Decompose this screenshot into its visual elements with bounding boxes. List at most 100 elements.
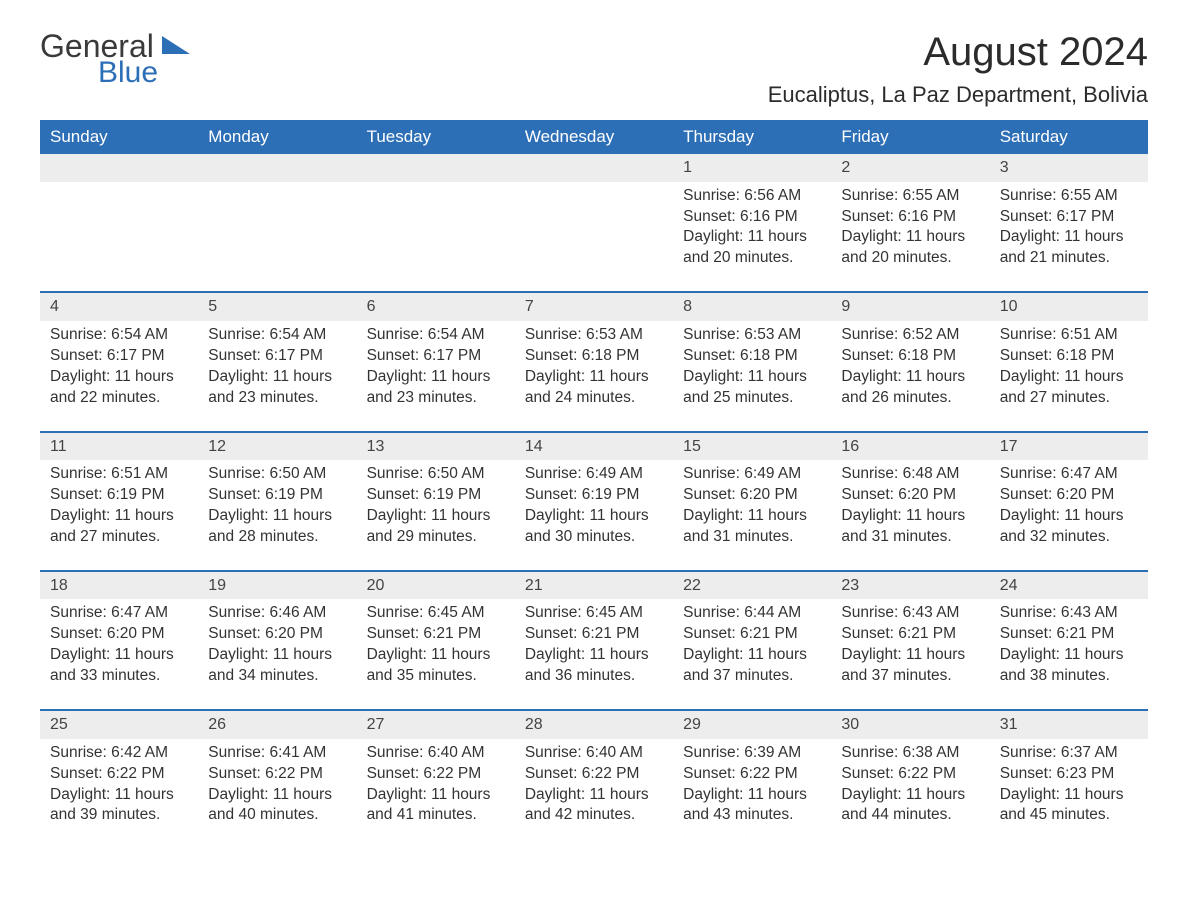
sunset-line: Sunset: 6:17 PM xyxy=(50,346,188,367)
day-content-cell: Sunrise: 6:45 AMSunset: 6:21 PMDaylight:… xyxy=(357,599,515,710)
day-number-cell: 18 xyxy=(40,571,198,600)
day-content-cell: Sunrise: 6:50 AMSunset: 6:19 PMDaylight:… xyxy=(198,460,356,571)
sunset-line: Sunset: 6:23 PM xyxy=(1000,764,1138,785)
daylight-line: Daylight: 11 hours and 34 minutes. xyxy=(208,645,346,687)
day-number: 28 xyxy=(525,716,543,733)
sunset-line: Sunset: 6:18 PM xyxy=(1000,346,1138,367)
daylight-line: Daylight: 11 hours and 29 minutes. xyxy=(367,506,505,548)
sunrise-line: Sunrise: 6:47 AM xyxy=(50,603,188,624)
sunset-line: Sunset: 6:21 PM xyxy=(525,624,663,645)
day-number-cell: 12 xyxy=(198,432,356,461)
day-number: 16 xyxy=(841,438,859,455)
day-number-cell: 10 xyxy=(990,292,1148,321)
day-number-cell: 30 xyxy=(831,710,989,739)
sunset-line: Sunset: 6:16 PM xyxy=(841,207,979,228)
day-number-row: 45678910 xyxy=(40,292,1148,321)
day-number-cell: 17 xyxy=(990,432,1148,461)
day-number: 18 xyxy=(50,577,68,594)
day-number: 1 xyxy=(683,159,692,176)
sunset-line: Sunset: 6:18 PM xyxy=(525,346,663,367)
day-number-cell: 9 xyxy=(831,292,989,321)
sunset-line: Sunset: 6:21 PM xyxy=(683,624,821,645)
title-block: August 2024 Eucaliptus, La Paz Departmen… xyxy=(768,30,1148,108)
day-number-cell: 14 xyxy=(515,432,673,461)
sunset-line: Sunset: 6:19 PM xyxy=(208,485,346,506)
daylight-line: Daylight: 11 hours and 28 minutes. xyxy=(208,506,346,548)
day-content-cell: Sunrise: 6:48 AMSunset: 6:20 PMDaylight:… xyxy=(831,460,989,571)
weekday-header: Monday xyxy=(198,120,356,154)
day-number: 19 xyxy=(208,577,226,594)
sunset-line: Sunset: 6:22 PM xyxy=(50,764,188,785)
sunrise-line: Sunrise: 6:51 AM xyxy=(1000,325,1138,346)
sunrise-line: Sunrise: 6:47 AM xyxy=(1000,464,1138,485)
day-content-cell xyxy=(40,182,198,293)
day-number-cell: 6 xyxy=(357,292,515,321)
day-number-cell: 21 xyxy=(515,571,673,600)
location-subtitle: Eucaliptus, La Paz Department, Bolivia xyxy=(768,82,1148,108)
sunset-line: Sunset: 6:20 PM xyxy=(683,485,821,506)
day-content-cell: Sunrise: 6:42 AMSunset: 6:22 PMDaylight:… xyxy=(40,739,198,849)
sunset-line: Sunset: 6:18 PM xyxy=(841,346,979,367)
sunrise-line: Sunrise: 6:54 AM xyxy=(50,325,188,346)
sunset-line: Sunset: 6:18 PM xyxy=(683,346,821,367)
day-number-cell: 15 xyxy=(673,432,831,461)
daylight-line: Daylight: 11 hours and 23 minutes. xyxy=(208,367,346,409)
month-title: August 2024 xyxy=(768,30,1148,74)
sunset-line: Sunset: 6:20 PM xyxy=(1000,485,1138,506)
day-number: 10 xyxy=(1000,298,1018,315)
sunrise-line: Sunrise: 6:49 AM xyxy=(525,464,663,485)
daylight-line: Daylight: 11 hours and 38 minutes. xyxy=(1000,645,1138,687)
logo-word-2: Blue xyxy=(98,56,158,90)
day-number-cell xyxy=(515,154,673,182)
sunrise-line: Sunrise: 6:40 AM xyxy=(367,743,505,764)
day-number-cell: 11 xyxy=(40,432,198,461)
day-number-cell: 23 xyxy=(831,571,989,600)
weekday-header: Friday xyxy=(831,120,989,154)
day-number: 26 xyxy=(208,716,226,733)
day-number-cell: 27 xyxy=(357,710,515,739)
day-number-row: 123 xyxy=(40,154,1148,182)
sunrise-line: Sunrise: 6:53 AM xyxy=(683,325,821,346)
day-number: 2 xyxy=(841,159,850,176)
sunset-line: Sunset: 6:20 PM xyxy=(50,624,188,645)
day-number-cell: 25 xyxy=(40,710,198,739)
day-number: 23 xyxy=(841,577,859,594)
day-content-cell: Sunrise: 6:51 AMSunset: 6:19 PMDaylight:… xyxy=(40,460,198,571)
day-content-cell: Sunrise: 6:51 AMSunset: 6:18 PMDaylight:… xyxy=(990,321,1148,432)
day-number-cell: 13 xyxy=(357,432,515,461)
day-number: 27 xyxy=(367,716,385,733)
day-number-cell: 7 xyxy=(515,292,673,321)
day-number-row: 18192021222324 xyxy=(40,571,1148,600)
weekday-header: Wednesday xyxy=(515,120,673,154)
sunrise-line: Sunrise: 6:46 AM xyxy=(208,603,346,624)
sunset-line: Sunset: 6:20 PM xyxy=(841,485,979,506)
day-content-cell xyxy=(357,182,515,293)
sunrise-line: Sunrise: 6:54 AM xyxy=(367,325,505,346)
day-number: 14 xyxy=(525,438,543,455)
sunrise-line: Sunrise: 6:38 AM xyxy=(841,743,979,764)
day-content-cell: Sunrise: 6:47 AMSunset: 6:20 PMDaylight:… xyxy=(990,460,1148,571)
sunrise-line: Sunrise: 6:56 AM xyxy=(683,186,821,207)
day-content-row: Sunrise: 6:56 AMSunset: 6:16 PMDaylight:… xyxy=(40,182,1148,293)
day-number: 5 xyxy=(208,298,217,315)
day-number: 15 xyxy=(683,438,701,455)
day-content-row: Sunrise: 6:54 AMSunset: 6:17 PMDaylight:… xyxy=(40,321,1148,432)
day-number: 31 xyxy=(1000,716,1018,733)
day-number: 21 xyxy=(525,577,543,594)
sunset-line: Sunset: 6:22 PM xyxy=(841,764,979,785)
day-number: 7 xyxy=(525,298,534,315)
day-content-cell: Sunrise: 6:54 AMSunset: 6:17 PMDaylight:… xyxy=(40,321,198,432)
day-content-cell: Sunrise: 6:54 AMSunset: 6:17 PMDaylight:… xyxy=(357,321,515,432)
day-number-cell: 2 xyxy=(831,154,989,182)
day-content-row: Sunrise: 6:47 AMSunset: 6:20 PM Daylight:… xyxy=(40,599,1148,710)
sunset-line: Sunset: 6:22 PM xyxy=(367,764,505,785)
sunrise-line: Sunrise: 6:44 AM xyxy=(683,603,821,624)
day-number: 11 xyxy=(50,438,67,455)
sunrise-line: Sunrise: 6:55 AM xyxy=(841,186,979,207)
weekday-header: Tuesday xyxy=(357,120,515,154)
day-content-cell: Sunrise: 6:49 AMSunset: 6:20 PMDaylight:… xyxy=(673,460,831,571)
weekday-header: Thursday xyxy=(673,120,831,154)
day-content-cell: Sunrise: 6:38 AMSunset: 6:22 PMDaylight:… xyxy=(831,739,989,849)
logo-triangle-icon xyxy=(162,36,190,54)
day-content-cell: Sunrise: 6:55 AMSunset: 6:16 PMDaylight:… xyxy=(831,182,989,293)
